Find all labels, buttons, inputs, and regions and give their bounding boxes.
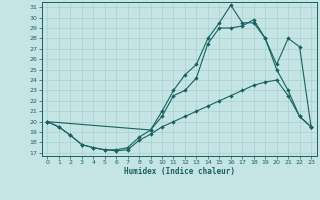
X-axis label: Humidex (Indice chaleur): Humidex (Indice chaleur) — [124, 167, 235, 176]
